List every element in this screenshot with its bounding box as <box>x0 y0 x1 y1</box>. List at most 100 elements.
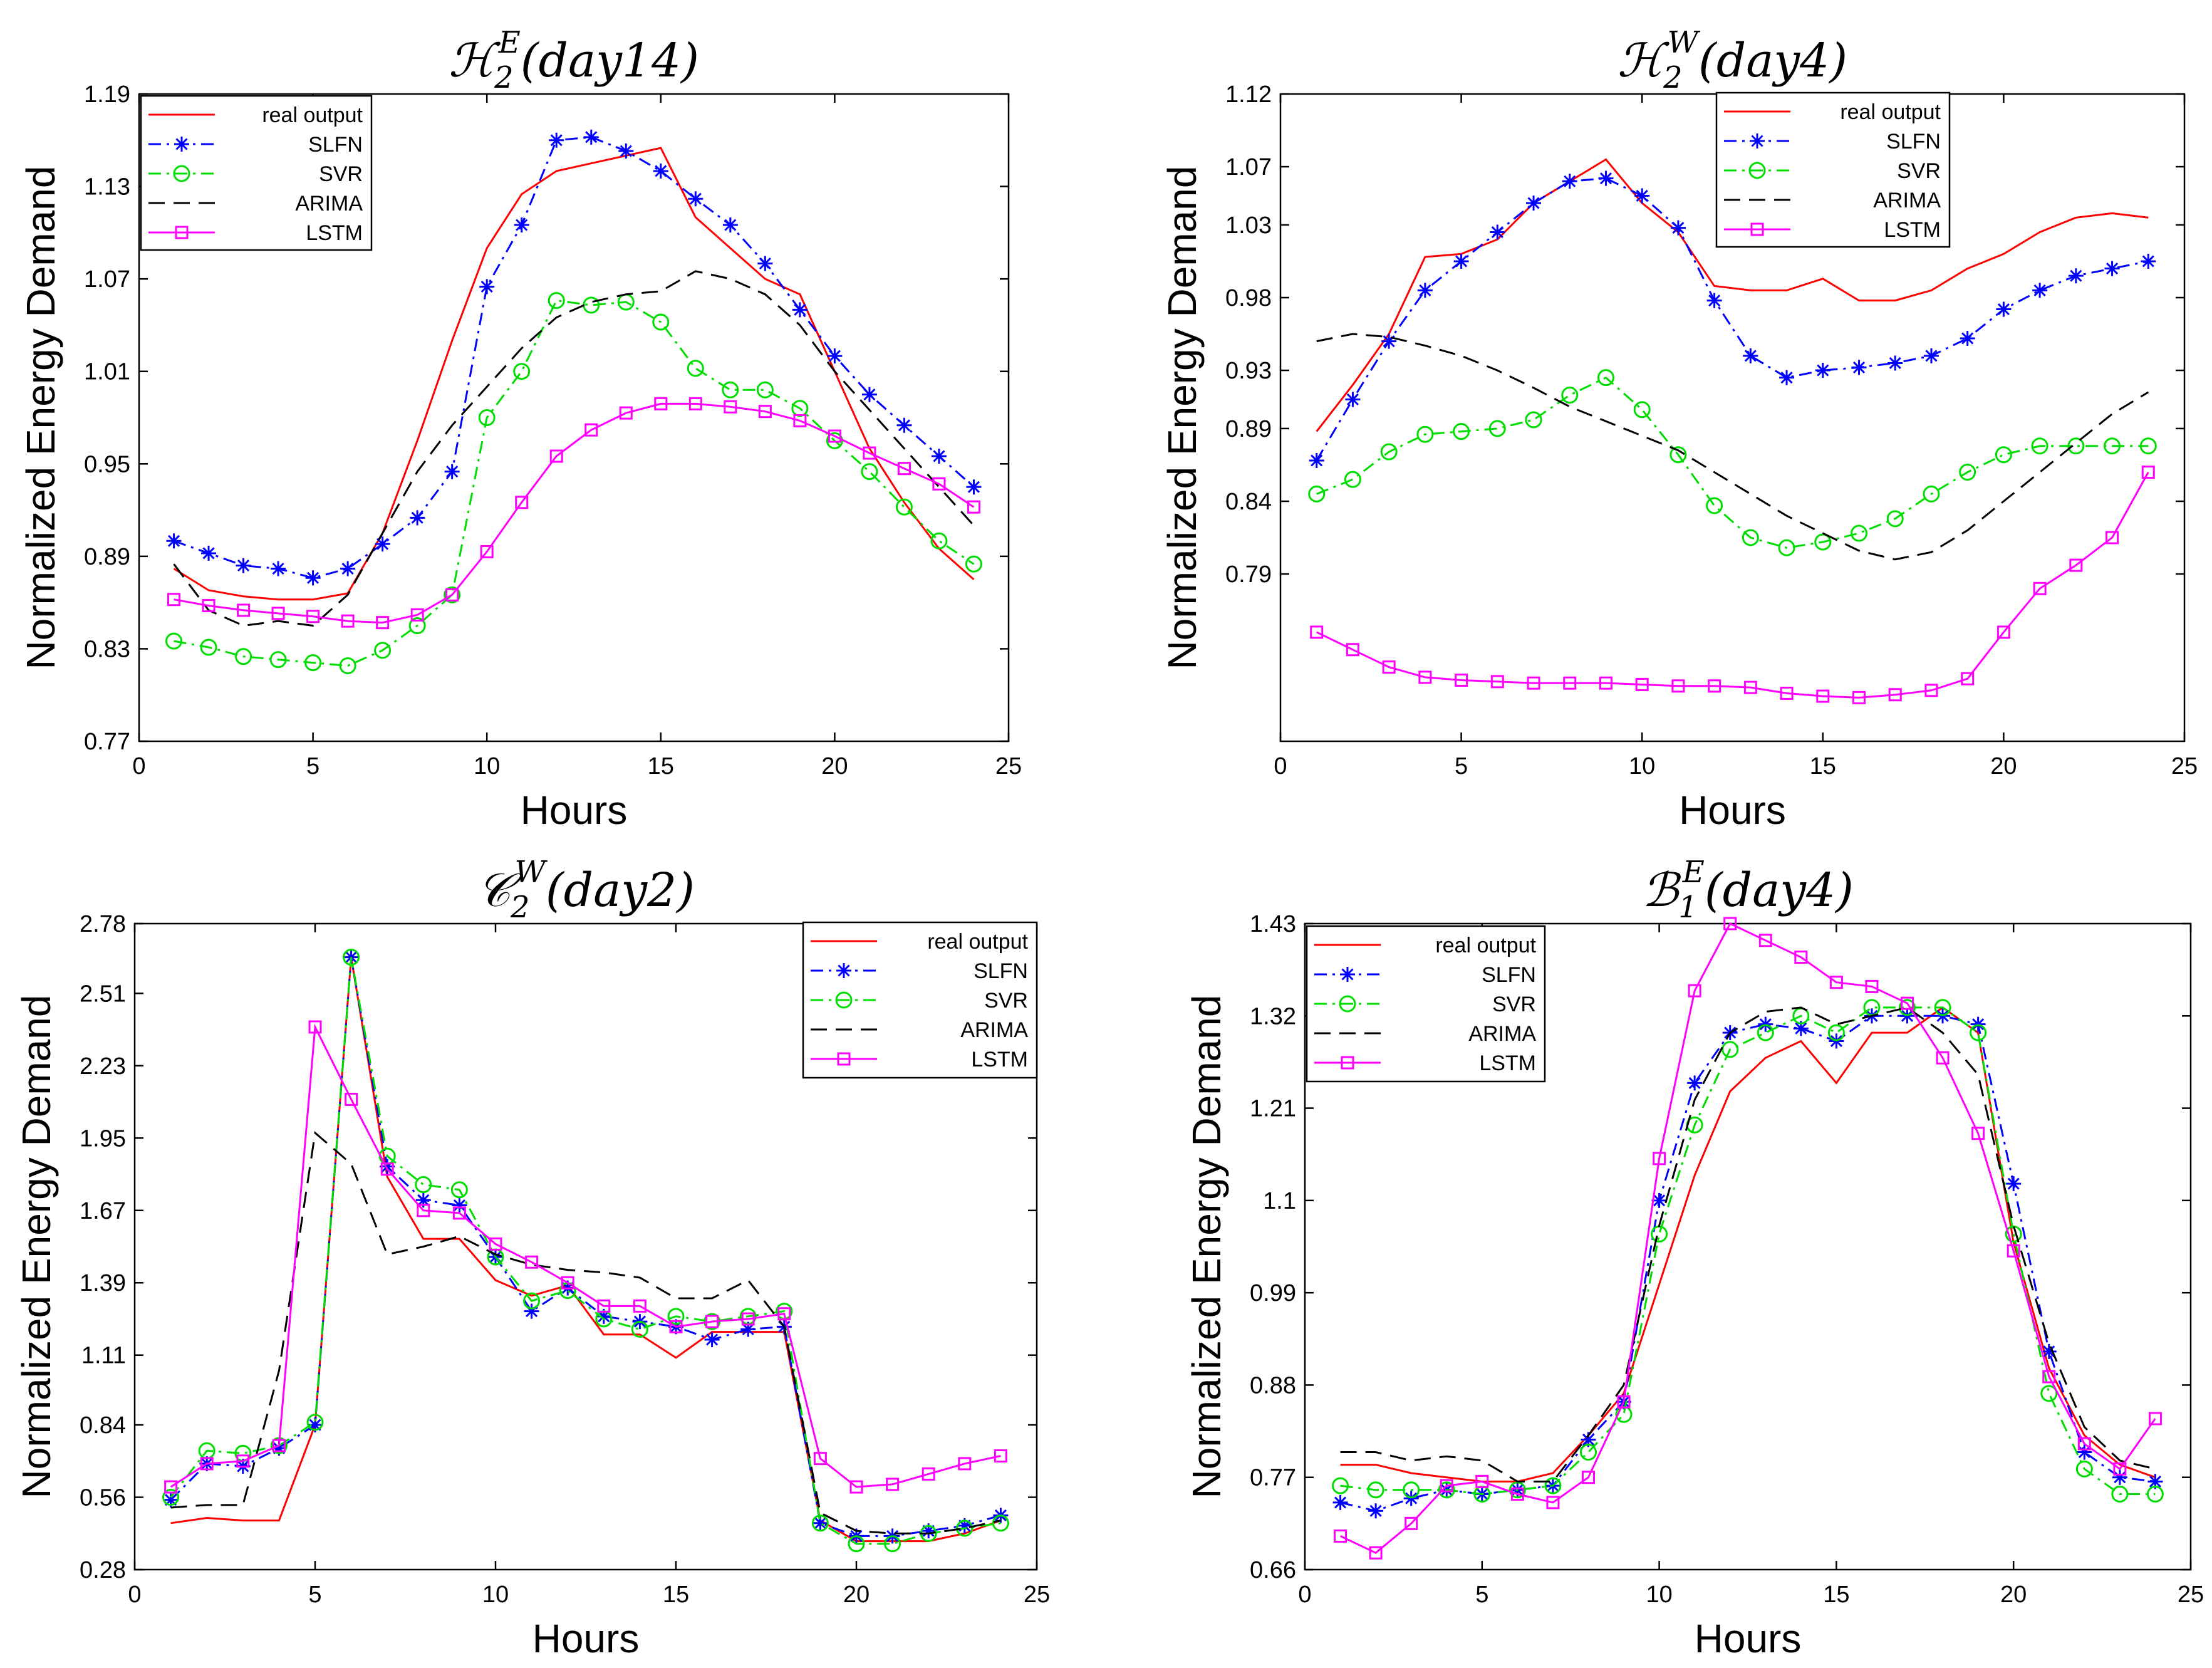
data-point <box>1936 1051 1950 1065</box>
data-point <box>653 163 668 179</box>
x-tick-label: 5 <box>306 753 319 779</box>
legend-entry: LSTM <box>1724 218 1941 242</box>
legend-label: SVR <box>1897 159 1941 183</box>
data-point <box>1923 348 1939 363</box>
data-point <box>1562 174 1577 189</box>
data-point <box>1418 670 1432 684</box>
legend-label: ARIMA <box>960 1018 1028 1042</box>
data-point <box>450 1181 468 1199</box>
x-tick-label: 0 <box>128 1582 141 1608</box>
chart-title: ℋ2W(day4) <box>1617 25 1847 95</box>
data-point <box>2075 1460 2093 1478</box>
series-line <box>170 957 1001 1543</box>
data-point <box>380 1162 394 1176</box>
legend-label: real output <box>927 930 1028 954</box>
data-point <box>415 1176 432 1194</box>
data-point <box>1960 330 1975 346</box>
y-tick-label: 0.79 <box>1225 561 1272 588</box>
data-point <box>1440 1479 1453 1493</box>
y-tick-label: 1.01 <box>84 359 130 385</box>
data-point <box>1546 1496 1560 1509</box>
data-point <box>931 448 947 464</box>
data-point <box>1779 370 1795 385</box>
data-point <box>1653 1152 1666 1165</box>
y-tick-label: 1.19 <box>84 81 130 108</box>
data-point <box>1971 1127 1985 1140</box>
series-arima <box>1340 1006 2156 1483</box>
data-point <box>1579 1444 1597 1461</box>
data-point <box>965 555 982 573</box>
data-point <box>1561 387 1579 404</box>
data-point <box>1308 485 1326 503</box>
data-point <box>164 1480 178 1494</box>
legend-entry: ARIMA <box>1724 189 1941 212</box>
legend-entry: SVR <box>1314 993 1536 1016</box>
legend-label: ARIMA <box>1873 189 1941 212</box>
legend: real output SLFN SVR ARIMA LSTM <box>1715 91 1951 248</box>
data-point <box>237 603 251 617</box>
series-real-output <box>173 147 975 601</box>
data-point <box>173 165 190 182</box>
data-point <box>618 143 634 159</box>
legend: real output SLFN SVR ARIMA LSTM <box>140 95 373 251</box>
data-point <box>619 406 633 420</box>
data-point <box>1923 485 1940 503</box>
y-tick-label: 0.89 <box>84 544 130 570</box>
data-point <box>861 463 878 481</box>
data-point <box>1345 392 1361 407</box>
x-tick-label: 10 <box>482 1582 509 1608</box>
data-point <box>1997 625 2010 639</box>
chart-panel-3: 0 5 10 15 20 25 0.28 0.56 0.84 1.11 1.39 1.67 1.95 2.… <box>14 855 1050 1661</box>
data-point <box>1490 224 1505 240</box>
data-point <box>992 1514 1009 1532</box>
data-point <box>922 1467 935 1481</box>
data-point <box>1381 333 1397 349</box>
data-point <box>1526 195 1542 211</box>
data-point <box>306 610 320 623</box>
data-point <box>2041 1343 2057 1359</box>
data-point <box>2007 1244 2020 1258</box>
legend-label: LSTM <box>306 221 363 245</box>
data-point <box>1887 355 1903 371</box>
data-point <box>1599 676 1612 690</box>
chart-title: ℬ1E(day4) <box>1642 855 1854 925</box>
data-point <box>376 616 390 630</box>
data-point <box>452 1197 467 1213</box>
chart-title: 𝒞2W(day2) <box>477 855 695 925</box>
data-point <box>2006 1176 2022 1192</box>
data-point <box>792 302 807 318</box>
y-tick-label: 1.43 <box>1250 911 1296 937</box>
legend-label: ARIMA <box>295 192 363 216</box>
legend-entry: LSTM <box>1314 1051 1536 1075</box>
series-line <box>1316 177 2149 461</box>
legend-entry: SVR <box>1724 159 1941 183</box>
data-point <box>1339 995 1356 1013</box>
data-point <box>1688 984 1701 998</box>
y-tick-label: 1.32 <box>1250 1003 1296 1029</box>
data-point <box>1851 524 1868 542</box>
y-tick-label: 0.99 <box>1250 1280 1296 1306</box>
y-tick-label: 0.93 <box>1225 358 1272 384</box>
data-point <box>848 1535 865 1553</box>
data-point <box>166 533 182 549</box>
y-tick-label: 1.21 <box>1250 1096 1296 1122</box>
data-point <box>1706 293 1722 308</box>
y-tick-label: 0.84 <box>80 1412 126 1439</box>
data-point <box>930 532 948 550</box>
data-point <box>1581 1471 1595 1484</box>
series-line <box>174 136 975 579</box>
data-point <box>548 292 565 310</box>
data-point <box>828 429 841 443</box>
data-point <box>849 1480 863 1494</box>
data-point <box>1651 1225 1668 1243</box>
data-point <box>1510 1487 1524 1501</box>
y-tick-label: 1.13 <box>84 174 130 201</box>
data-point <box>480 545 494 558</box>
data-point <box>654 397 668 410</box>
x-tick-label: 25 <box>2178 1582 2204 1608</box>
data-point <box>1598 170 1614 186</box>
data-point <box>375 536 390 552</box>
data-point <box>167 593 181 607</box>
data-point <box>687 360 704 377</box>
